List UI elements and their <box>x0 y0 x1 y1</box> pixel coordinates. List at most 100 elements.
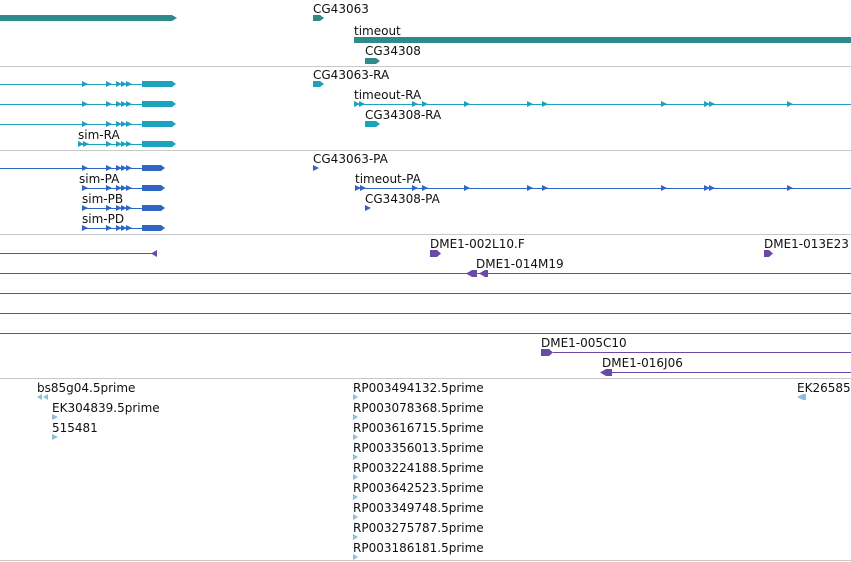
exon-block <box>142 121 176 127</box>
est-label-515481[interactable]: 515481 <box>52 421 98 435</box>
exon-arrow <box>78 141 84 147</box>
exon-arrow <box>116 81 122 87</box>
protein-label-sim-pa[interactable]: sim-PA <box>79 172 120 186</box>
est-label-bs85g04[interactable]: bs85g04.5prime <box>37 381 136 395</box>
est-label-ek26585[interactable]: EK26585 <box>797 381 851 395</box>
exon-block <box>142 225 165 231</box>
gene-feature-cg34308[interactable] <box>365 58 380 64</box>
exon-arrow <box>106 185 112 191</box>
exon-arrow <box>704 101 710 107</box>
exon-arrow <box>116 101 122 107</box>
exon-arrow <box>709 185 715 191</box>
est-label-rp[interactable]: RP003275787.5prime <box>353 521 484 535</box>
est-feature-515481[interactable] <box>52 434 58 440</box>
protein-feature-cg34308-pa <box>365 205 371 211</box>
est-label-rp[interactable]: RP003078368.5prime <box>353 401 484 415</box>
exon-arrow <box>121 141 127 147</box>
gene-feature-sim-arrow <box>172 15 177 21</box>
exon-arrow <box>126 165 132 171</box>
est-feature-rp[interactable] <box>353 434 358 440</box>
est-feature-rp[interactable] <box>353 414 358 420</box>
mrna-label-timeout-ra[interactable]: timeout-RA <box>354 88 422 102</box>
protein-label-cg43063-pa[interactable]: CG43063-PA <box>313 152 388 166</box>
exon-arrow <box>709 101 715 107</box>
est-feature-rp[interactable] <box>353 534 358 540</box>
clone-feature-dme1-014m19-block <box>479 270 488 277</box>
est-label-rp[interactable]: RP003494132.5prime <box>353 381 484 395</box>
exon-arrow <box>126 101 132 107</box>
exon-arrow <box>82 121 88 127</box>
exon-arrow <box>82 101 88 107</box>
exon-arrow <box>83 141 89 147</box>
exon-arrow <box>527 101 533 107</box>
protein-label-cg34308-pa[interactable]: CG34308-PA <box>365 192 440 206</box>
est-label-rp[interactable]: RP003356013.5prime <box>353 441 484 455</box>
gene-feature-cg43063[interactable] <box>313 15 324 21</box>
clone-label-dme1-005c10[interactable]: DME1-005C10 <box>541 336 627 350</box>
clone-feature-dme1-002l10[interactable] <box>430 250 441 257</box>
exon-arrow <box>464 101 470 107</box>
clone-label-dme1-014m19[interactable]: DME1-014M19 <box>476 257 564 271</box>
est-feature-bs85g04[interactable] <box>37 394 42 400</box>
track-separators <box>0 66 851 561</box>
exon-arrow <box>126 225 132 231</box>
est-label-rp[interactable]: RP003642523.5prime <box>353 481 484 495</box>
exon-arrow <box>106 225 112 231</box>
exon-arrow <box>106 141 112 147</box>
est-label-ek304839[interactable]: EK304839.5prime <box>52 401 160 415</box>
est-label-rp[interactable]: RP003186181.5prime <box>353 541 484 555</box>
est-feature-rp[interactable] <box>353 474 358 480</box>
exon-arrow <box>354 101 360 107</box>
gene-feature-timeout[interactable] <box>354 37 851 43</box>
clone-feature-dme1-005c10[interactable] <box>541 349 553 356</box>
exon-arrow <box>126 121 132 127</box>
exon-arrow <box>121 225 127 231</box>
exon-arrow <box>422 101 428 107</box>
mrna-label-cg43063-ra[interactable]: CG43063-RA <box>313 68 390 82</box>
gene-label-timeout[interactable]: timeout <box>354 24 401 38</box>
gene-label-cg43063[interactable]: CG43063 <box>313 2 369 16</box>
exon-block <box>142 101 176 107</box>
est-feature-rp[interactable] <box>353 554 358 560</box>
protein-label-sim-pb[interactable]: sim-PB <box>82 192 124 206</box>
exon-arrow <box>82 185 88 191</box>
clone-feature-left-arrow <box>151 250 157 257</box>
clone-track <box>0 250 851 376</box>
exon-arrow <box>126 185 132 191</box>
est-feature-rp[interactable] <box>353 494 358 500</box>
clone-label-dme1-002l10[interactable]: DME1-002L10.F <box>430 237 525 251</box>
clone-label-dme1-013e23[interactable]: DME1-013E23 <box>764 237 849 251</box>
exon-arrow <box>704 185 710 191</box>
exon-arrow <box>82 165 88 171</box>
exon-arrow <box>355 185 361 191</box>
est-feature-rp[interactable] <box>353 454 358 460</box>
exon-arrow <box>661 185 667 191</box>
gene-label-cg34308[interactable]: CG34308 <box>365 44 421 58</box>
exon-arrow <box>121 205 127 211</box>
est-label-rp[interactable]: RP003349748.5prime <box>353 501 484 515</box>
est-feature-rp[interactable] <box>353 394 358 400</box>
mrna-label-sim-ra[interactable]: sim-RA <box>78 128 120 142</box>
est-label-rp[interactable]: RP003616715.5prime <box>353 421 484 435</box>
est-feature-rp[interactable] <box>353 514 358 520</box>
mrna-label-cg34308-ra[interactable]: CG34308-RA <box>365 108 442 122</box>
gene-feature-sim[interactable] <box>0 15 172 21</box>
exon-arrow <box>116 225 122 231</box>
protein-label-sim-pd[interactable]: sim-PD <box>82 212 125 226</box>
exon-arrow <box>126 141 132 147</box>
exon-arrow <box>787 185 793 191</box>
clone-feature-dme1-016j06[interactable] <box>600 369 612 376</box>
exon-arrow <box>116 141 122 147</box>
exon-arrow <box>106 81 112 87</box>
clone-feature-dme1-013e23[interactable] <box>764 250 773 257</box>
clone-label-dme1-016j06[interactable]: DME1-016J06 <box>602 356 683 370</box>
est-label-rp[interactable]: RP003224188.5prime <box>353 461 484 475</box>
protein-label-timeout-pa[interactable]: timeout-PA <box>355 172 421 186</box>
est-feature-ek26585[interactable] <box>797 394 806 400</box>
exon-arrow <box>116 165 122 171</box>
protein-feature-cg43063-pa <box>313 165 319 171</box>
est-feature-ek304839[interactable] <box>52 414 58 420</box>
exon-arrow <box>422 185 428 191</box>
